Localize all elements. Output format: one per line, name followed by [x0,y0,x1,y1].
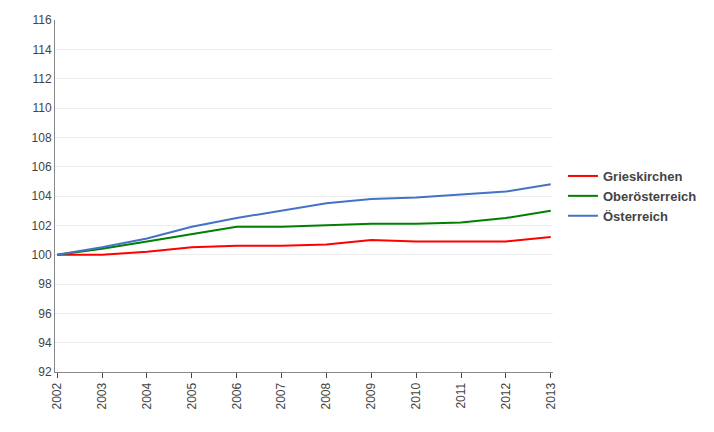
svg-text:2004: 2004 [140,382,154,409]
svg-text:108: 108 [32,131,52,145]
svg-text:102: 102 [32,219,52,233]
svg-text:2012: 2012 [499,382,513,409]
svg-text:2008: 2008 [319,382,333,409]
svg-text:2002: 2002 [50,382,64,409]
svg-text:100: 100 [32,248,52,262]
svg-text:96: 96 [38,307,52,321]
svg-text:2003: 2003 [95,382,109,409]
svg-text:2011: 2011 [454,382,468,408]
svg-text:98: 98 [38,277,52,291]
svg-text:116: 116 [32,13,51,27]
svg-text:110: 110 [32,101,51,115]
svg-text:2006: 2006 [230,382,244,409]
svg-text:2010: 2010 [409,382,423,409]
svg-text:114: 114 [32,43,51,57]
svg-text:2007: 2007 [274,382,288,409]
svg-text:112: 112 [32,72,51,86]
svg-text:92: 92 [38,365,52,379]
svg-text:104: 104 [32,189,52,203]
svg-text:Österreich: Österreich [603,209,668,224]
svg-text:Oberösterreich: Oberösterreich [603,189,696,204]
svg-text:2009: 2009 [364,382,378,409]
svg-text:106: 106 [32,160,52,174]
svg-text:94: 94 [38,336,52,350]
svg-text:Grieskirchen: Grieskirchen [603,169,683,184]
svg-text:2013: 2013 [544,382,558,409]
svg-text:2005: 2005 [185,382,199,409]
